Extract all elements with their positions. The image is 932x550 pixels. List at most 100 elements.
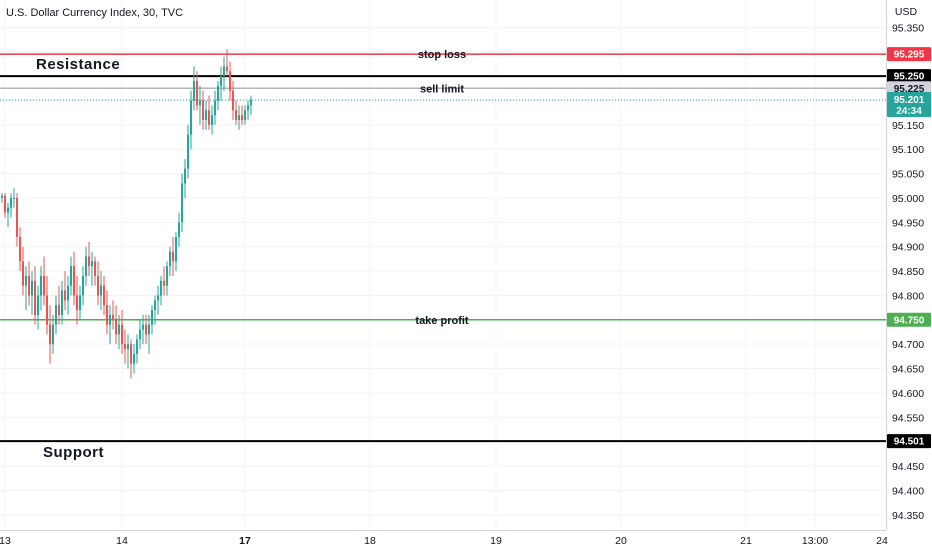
level-label: take profit	[415, 315, 469, 327]
candle	[154, 295, 156, 325]
candle-body	[82, 275, 84, 296]
y-tick-label: 94.650	[892, 364, 924, 376]
candle	[4, 193, 6, 218]
candle-body	[169, 251, 171, 267]
candle-body	[76, 295, 78, 311]
candle-body	[184, 168, 186, 184]
price-tag-text: 95.295	[894, 50, 925, 61]
candle-body	[31, 280, 33, 296]
candle-body	[145, 324, 147, 335]
candle-body	[157, 295, 159, 301]
candle-body	[232, 90, 234, 111]
candle-body	[34, 280, 36, 315]
candle-body	[130, 344, 132, 364]
candle-body	[64, 290, 66, 301]
candle	[22, 246, 24, 296]
candle	[76, 275, 78, 325]
candle	[25, 266, 27, 311]
candle-body	[190, 100, 192, 135]
candle	[175, 232, 177, 272]
candle-body	[67, 285, 69, 301]
candle	[151, 305, 153, 335]
y-tick-label: 94.400	[892, 485, 924, 497]
candle-body	[73, 266, 75, 296]
price-tag-text: 95.250	[894, 72, 925, 83]
candle-body	[55, 305, 57, 325]
candle-body	[199, 100, 201, 106]
y-tick-label: 94.800	[892, 290, 924, 302]
price-tag	[887, 312, 931, 327]
candle	[124, 329, 126, 364]
candle	[208, 95, 210, 130]
candle	[58, 285, 60, 325]
candle	[94, 256, 96, 286]
candle	[106, 290, 108, 335]
candle-body	[208, 110, 210, 125]
candle	[142, 314, 144, 345]
candle	[19, 227, 21, 272]
y-tick-label: 94.450	[892, 461, 924, 473]
candle	[238, 105, 240, 130]
horizontal-levels[interactable]: stop loss sell limit take profit	[0, 49, 886, 443]
y-tick-label: 94.350	[892, 510, 924, 522]
candle-body	[127, 344, 129, 350]
candle	[190, 90, 192, 150]
candle	[121, 310, 123, 354]
candle-body	[214, 100, 216, 116]
x-tick-label: 21	[740, 535, 752, 547]
candle-body	[187, 134, 189, 169]
y-tick-label: 95.150	[892, 120, 924, 132]
candle-body	[52, 324, 54, 345]
candle-body	[235, 110, 237, 120]
candle	[13, 188, 15, 208]
candle	[43, 256, 45, 306]
candle	[73, 251, 75, 306]
candle-body	[151, 310, 153, 325]
candle	[187, 124, 189, 179]
candle-body	[193, 80, 195, 101]
price-tag	[887, 434, 931, 449]
candle	[130, 339, 132, 379]
candle-body	[175, 236, 177, 262]
candle	[28, 261, 30, 306]
candle-body	[172, 251, 174, 262]
candle-body	[226, 66, 228, 72]
y-tick-label: 95.000	[892, 193, 924, 205]
price-tag-text: 94.750	[894, 315, 925, 326]
y-tick-label: 94.850	[892, 266, 924, 278]
price-tag	[887, 47, 931, 62]
candle	[46, 275, 48, 335]
candle-body	[1, 195, 3, 198]
y-tick-label: 95.100	[892, 144, 924, 156]
candle-body	[94, 261, 96, 276]
candle-body	[223, 66, 225, 77]
y-tick-label: 94.550	[892, 412, 924, 424]
candle-body	[244, 110, 246, 120]
candle-body	[241, 115, 243, 120]
candle	[202, 90, 204, 130]
candle	[223, 56, 225, 91]
candle-body	[238, 115, 240, 120]
y-tick-label: 95.050	[892, 169, 924, 181]
candle	[199, 85, 201, 125]
candle	[85, 246, 87, 286]
candle	[166, 261, 168, 296]
candle-body	[4, 195, 6, 213]
candle	[241, 105, 243, 125]
candle-body	[121, 324, 123, 345]
candle	[127, 334, 129, 369]
candle-body	[181, 183, 183, 223]
candle	[115, 305, 117, 345]
candle	[91, 251, 93, 286]
candle	[160, 275, 162, 306]
candle	[193, 66, 195, 111]
time-axis[interactable]: 13 14 17 18 19 20 21 13:00 24	[0, 535, 888, 547]
candle-body	[154, 300, 156, 311]
candle	[109, 305, 111, 345]
candle	[103, 275, 105, 315]
price-tag	[887, 69, 931, 84]
candle-body	[61, 290, 63, 315]
candle	[163, 266, 165, 296]
